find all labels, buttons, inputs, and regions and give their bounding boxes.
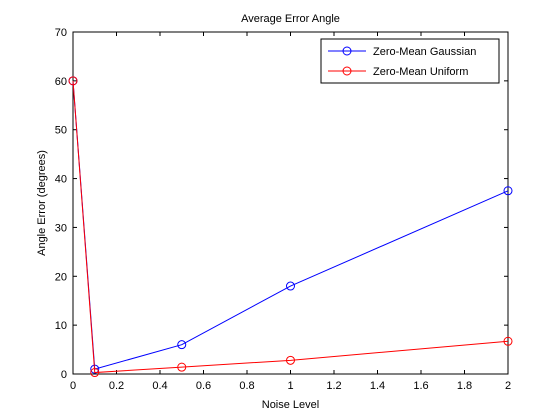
legend-marker-0 <box>342 46 352 56</box>
series-line-1 <box>72 80 509 374</box>
y-tick-label: 40 <box>55 174 67 186</box>
axis-ticks: 0 0.2 0.4 0.6 0.8 1 1.2 1.4 1.6 1.8 20102030405060… <box>55 27 511 392</box>
y-tick-label: 60 <box>55 76 67 88</box>
data-point-series-0 <box>90 364 100 374</box>
plot-area <box>72 31 509 375</box>
data-point-series-0 <box>177 340 187 350</box>
legend: Zero-Mean Gaussian Zero-Mean Uniform <box>320 38 500 84</box>
data-point-series-1 <box>90 368 100 378</box>
data-point-series-1 <box>286 355 295 365</box>
data-point-series-0 <box>503 186 513 196</box>
legend-label-1: Zero-Mean Uniform <box>373 66 468 78</box>
x-tick-label: 1.6 <box>413 380 428 392</box>
series-layer <box>68 76 513 378</box>
x-tick-label: 1.8 <box>457 380 472 392</box>
x-tick-label: 0.6 <box>196 380 211 392</box>
x-tick-label: 0.8 <box>239 380 254 392</box>
x-tick-label: 1.2 <box>326 380 341 392</box>
x-axis-title: Noise Level <box>262 399 319 411</box>
chart-title: Average Error Angle <box>241 13 340 25</box>
y-tick-label: 0 <box>61 369 67 381</box>
y-tick-label: 10 <box>55 320 67 332</box>
y-tick-label: 70 <box>55 27 67 39</box>
legend-marker-1 <box>342 66 352 76</box>
x-tick-label: 1.4 <box>370 380 385 392</box>
x-tick-label: 0.2 <box>109 380 124 392</box>
y-tick-label: 20 <box>55 271 67 283</box>
legend-label-0: Zero-Mean Gaussian <box>373 46 476 58</box>
x-tick-label: 0 <box>70 380 76 392</box>
data-point-series-1 <box>177 362 187 372</box>
y-tick-label: 50 <box>55 125 67 137</box>
y-tick-label: 30 <box>55 222 67 234</box>
data-point-series-1 <box>68 76 78 86</box>
data-point-series-0 <box>286 281 295 291</box>
x-tick-label: 1 <box>287 380 293 392</box>
legend-box <box>320 38 500 84</box>
x-tick-label: 0.4 <box>152 380 167 392</box>
data-point-series-1 <box>503 336 513 346</box>
y-axis-title: Angle Error (degrees) <box>36 150 48 256</box>
x-tick-label: 2 <box>505 380 511 392</box>
